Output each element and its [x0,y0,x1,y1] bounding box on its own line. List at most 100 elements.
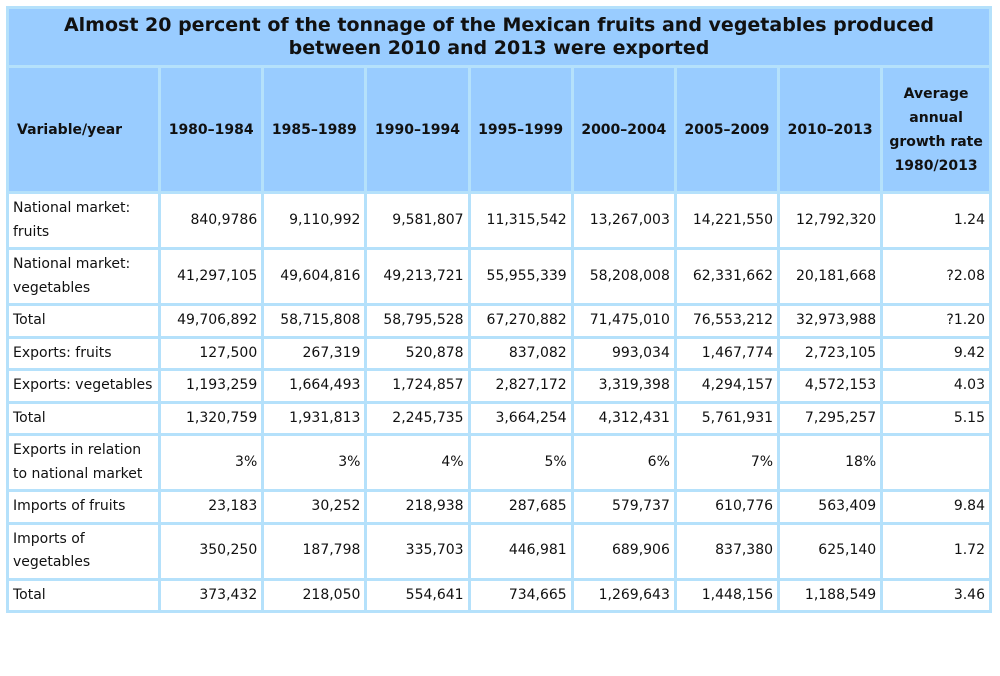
table-cell: 4,312,431 [573,403,674,433]
table-cell: 7% [676,436,778,489]
table-cell: 62,331,662 [676,250,778,303]
table-cell: 579,737 [573,492,674,522]
table-cell: 287,685 [470,492,571,522]
table-cell: 610,776 [676,492,778,522]
table-cell: 12,792,320 [780,194,881,247]
table-cell: 58,795,528 [367,306,468,336]
table-cell: 837,380 [676,524,778,578]
table-cell: 840,9786 [161,194,262,247]
table-cell: 625,140 [780,524,881,578]
table-cell: 1,188,549 [780,580,881,610]
column-header: Variable/year [9,68,159,191]
table-cell: 1,448,156 [676,580,778,610]
column-header: 1990–1994 [367,68,468,191]
table-cell: 9.42 [883,338,989,368]
table-cell: 1,320,759 [161,403,262,433]
row-label: Exports in relation to national market [9,436,159,489]
row-label: Imports of vegetables [9,524,159,578]
table-cell: 993,034 [573,338,674,368]
table-cell: 1,467,774 [676,338,778,368]
table-cell: 4,572,153 [780,371,881,401]
table-cell: 5.15 [883,403,989,433]
table-cell: 58,208,008 [573,250,674,303]
table-cell: 837,082 [470,338,571,368]
table-cell: 76,553,212 [676,306,778,336]
table-cell: 4.03 [883,371,989,401]
table-row: Total 1,320,759 1,931,813 2,245,735 3,664,25… [9,403,989,433]
table-cell: 9.84 [883,492,989,522]
table-cell: 218,050 [264,580,365,610]
table-cell: 187,798 [264,524,365,578]
header-row: Variable/year 1980–1984 1985–1989 1990–1994… [9,68,989,191]
table-row: Imports of vegetables 350,250 187,798 335,7… [9,524,989,578]
table-cell: 350,250 [161,524,262,578]
table-row: National market: vegetables 41,297,105 49,… [9,250,989,303]
table-cell: 1.72 [883,524,989,578]
table-cell: 7,295,257 [780,403,881,433]
table-cell: 9,581,807 [367,194,468,247]
table-cell: 2,245,735 [367,403,468,433]
table-cell: 4,294,157 [676,371,778,401]
column-header: 1980–1984 [161,68,262,191]
column-header: 1985–1989 [264,68,365,191]
row-label: Total [9,580,159,610]
table-cell: ?1.20 [883,306,989,336]
table-cell: 49,604,816 [264,250,365,303]
table-body: National market: fruits 840,9786 9,110,992… [9,194,989,610]
table-cell: 563,409 [780,492,881,522]
table-cell: 3,664,254 [470,403,571,433]
table-row: Exports: vegetables 1,193,259 1,664,493 1,7… [9,371,989,401]
table-cell: 1.24 [883,194,989,247]
table-cell: 30,252 [264,492,365,522]
table-cell [883,436,989,489]
table-cell: 1,931,813 [264,403,365,433]
table-cell: 3,319,398 [573,371,674,401]
table-cell: 18% [780,436,881,489]
data-table: Almost 20 percent of the tonnage of the … [6,6,992,613]
row-label: National market: fruits [9,194,159,247]
row-label: Exports: fruits [9,338,159,368]
table-cell: 1,724,857 [367,371,468,401]
table-cell: 4% [367,436,468,489]
table-cell: 734,665 [470,580,571,610]
column-header: 1995–1999 [470,68,571,191]
table-cell: 2,723,105 [780,338,881,368]
table-cell: 14,221,550 [676,194,778,247]
row-label: Exports: vegetables [9,371,159,401]
table-cell: 23,183 [161,492,262,522]
table-cell: 2,827,172 [470,371,571,401]
table-cell: 3% [161,436,262,489]
table-cell: ?2.08 [883,250,989,303]
table-row: Imports of fruits 23,183 30,252 218,938 287,… [9,492,989,522]
table-cell: 58,715,808 [264,306,365,336]
table-cell: 267,319 [264,338,365,368]
table-cell: 218,938 [367,492,468,522]
row-label: National market: vegetables [9,250,159,303]
table-cell: 49,213,721 [367,250,468,303]
table-cell: 71,475,010 [573,306,674,336]
table-cell: 11,315,542 [470,194,571,247]
table-cell: 32,973,988 [780,306,881,336]
table-cell: 689,906 [573,524,674,578]
table-row: Exports in relation to national market 3%… [9,436,989,489]
column-header: 2000–2004 [573,68,674,191]
table-cell: 1,269,643 [573,580,674,610]
table-cell: 5% [470,436,571,489]
table-cell: 3.46 [883,580,989,610]
table-cell: 49,706,892 [161,306,262,336]
table-cell: 5,761,931 [676,403,778,433]
table-cell: 520,878 [367,338,468,368]
table-cell: 41,297,105 [161,250,262,303]
row-label: Imports of fruits [9,492,159,522]
table-cell: 3% [264,436,365,489]
table-cell: 67,270,882 [470,306,571,336]
table-title: Almost 20 percent of the tonnage of the … [9,9,989,65]
column-header: 2010–2013 [780,68,881,191]
table-cell: 1,664,493 [264,371,365,401]
table-row: National market: fruits 840,9786 9,110,992… [9,194,989,247]
table-cell: 335,703 [367,524,468,578]
table-cell: 446,981 [470,524,571,578]
table-cell: 127,500 [161,338,262,368]
column-header: Average annual growth rate 1980/2013 [883,68,989,191]
table-cell: 373,432 [161,580,262,610]
